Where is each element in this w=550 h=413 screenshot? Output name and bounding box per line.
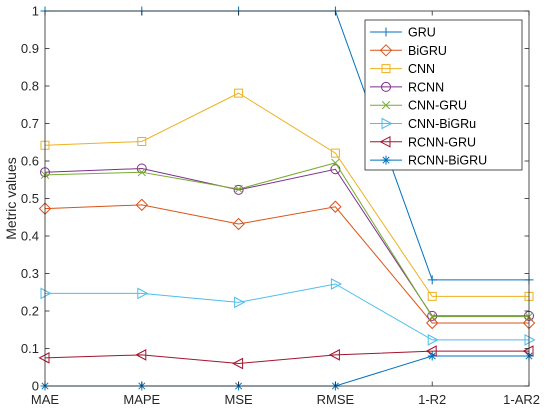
data-point-cnn-bigru [330, 278, 342, 290]
legend-marker [381, 64, 391, 74]
y-tick-label: 0.6 [21, 154, 39, 169]
data-point-rcnn [427, 310, 438, 321]
series-line-cnn [44, 92, 529, 297]
x-axis: MAE MAPE MSE RMSE 1-R2 1-AR2 [31, 11, 540, 407]
x-tick-label: MSE [225, 392, 254, 407]
legend-marker [381, 101, 391, 110]
legend-entry-rcnn: RCNN [370, 80, 444, 94]
data-point-cnn [427, 291, 437, 301]
legend-box [364, 19, 523, 171]
legend-entry-cnn-gru: CNN-GRU [370, 99, 467, 113]
y-tick-label: 0 [32, 379, 39, 394]
legend-label: RCNN-BiGRU [408, 154, 487, 168]
y-tick-label: 0.2 [21, 304, 39, 319]
y-tick-label: 0.3 [21, 266, 39, 281]
data-point-cnn [137, 137, 147, 146]
data-point-rcnn-bigru [427, 351, 437, 361]
series-line-rcnn-gru [44, 350, 529, 365]
legend-entry-gru: GRU [370, 26, 436, 40]
data-point-cnn-bigru [40, 287, 52, 300]
series-line-bigru [44, 204, 529, 324]
legend: GRU BiGRU CNN RCNN CNN-GRU CNN-BiGRu RCNN-GRU R… [364, 19, 523, 171]
data-point-rcnn-gru [425, 345, 437, 357]
legend-entry-cnn: CNN [370, 62, 435, 76]
data-point-cnn-gru [331, 158, 340, 168]
legend-label: CNN-GRU [408, 99, 467, 113]
data-point-bigru [232, 217, 245, 231]
data-point-bigru [329, 200, 342, 213]
y-tick-label: 0.4 [21, 229, 39, 244]
data-point-rcnn-gru [38, 352, 50, 364]
legend-marker [379, 135, 391, 148]
data-point-rcnn-gru [232, 357, 244, 370]
data-point-cnn-gru [428, 312, 437, 321]
data-point-bigru [135, 198, 149, 212]
series-rcnn-gru [38, 345, 534, 370]
legend-entry-bigru: BiGRU [370, 44, 447, 58]
data-point-cnn [234, 88, 244, 98]
data-point-cnn [330, 148, 340, 158]
x-tick-label: 1-AR2 [503, 392, 540, 407]
x-tick-label: RMSE [317, 392, 355, 407]
x-tick-label: 1-R2 [418, 392, 446, 407]
data-point-gru [427, 275, 437, 285]
legend-label: BiGRU [408, 44, 447, 58]
x-tick-label: MAE [31, 392, 60, 407]
y-tick-label: 0.7 [21, 116, 39, 131]
data-point-cnn-bigru [137, 287, 149, 300]
legend-label: CNN-BiGRu [408, 117, 476, 131]
legend-marker [381, 27, 391, 37]
y-axis: 0 0.1 0.2 0.3 0.4 0.5 0.6 0.7 0.8 0.9 1 [21, 4, 529, 394]
y-tick-label: 0.1 [21, 341, 39, 356]
series-line-cnn-bigru [45, 283, 529, 341]
data-point-cnn-bigru [524, 334, 536, 346]
y-tick-label: 0.5 [21, 191, 39, 206]
legend-marker [381, 155, 391, 165]
series-line-cnn-gru [44, 162, 529, 318]
x-tick-label: MAPE [123, 392, 160, 407]
legend-label: RCNN [408, 80, 444, 94]
y-tick-label: 1 [32, 4, 39, 19]
legend-label: GRU [408, 26, 436, 40]
legend-entry-cnn-bigru: CNN-BiGRu [370, 117, 476, 131]
data-point-cnn-bigru [427, 334, 439, 346]
data-point-cnn-gru [137, 168, 146, 177]
legend-marker [379, 44, 393, 57]
series-line-rcnn [44, 167, 529, 317]
legend-label: RCNN-GRU [408, 135, 476, 149]
y-axis-label: Metric values [3, 157, 19, 239]
data-point-rcnn [233, 184, 244, 195]
series-cnn-gru [40, 158, 534, 321]
data-point-bigru [425, 316, 439, 330]
data-point-rcnn-gru [135, 349, 147, 361]
data-point-cnn-gru [234, 184, 243, 194]
y-tick-label: 0.8 [21, 79, 39, 94]
data-point-rcnn-gru [328, 349, 340, 361]
y-tick-label: 0.9 [21, 41, 39, 56]
legend-entry-rcnn-gru: RCNN-GRU [370, 135, 476, 149]
legend-marker [381, 81, 391, 92]
data-point-rcnn [136, 163, 147, 174]
legend-marker [381, 117, 393, 130]
series-cnn [40, 88, 534, 301]
series-cnn-bigru [40, 278, 536, 346]
data-point-cnn-bigru [234, 296, 246, 309]
legend-entry-rcnn-bigru: RCNN-BiGRU [370, 154, 487, 168]
legend-label: CNN [408, 62, 435, 76]
